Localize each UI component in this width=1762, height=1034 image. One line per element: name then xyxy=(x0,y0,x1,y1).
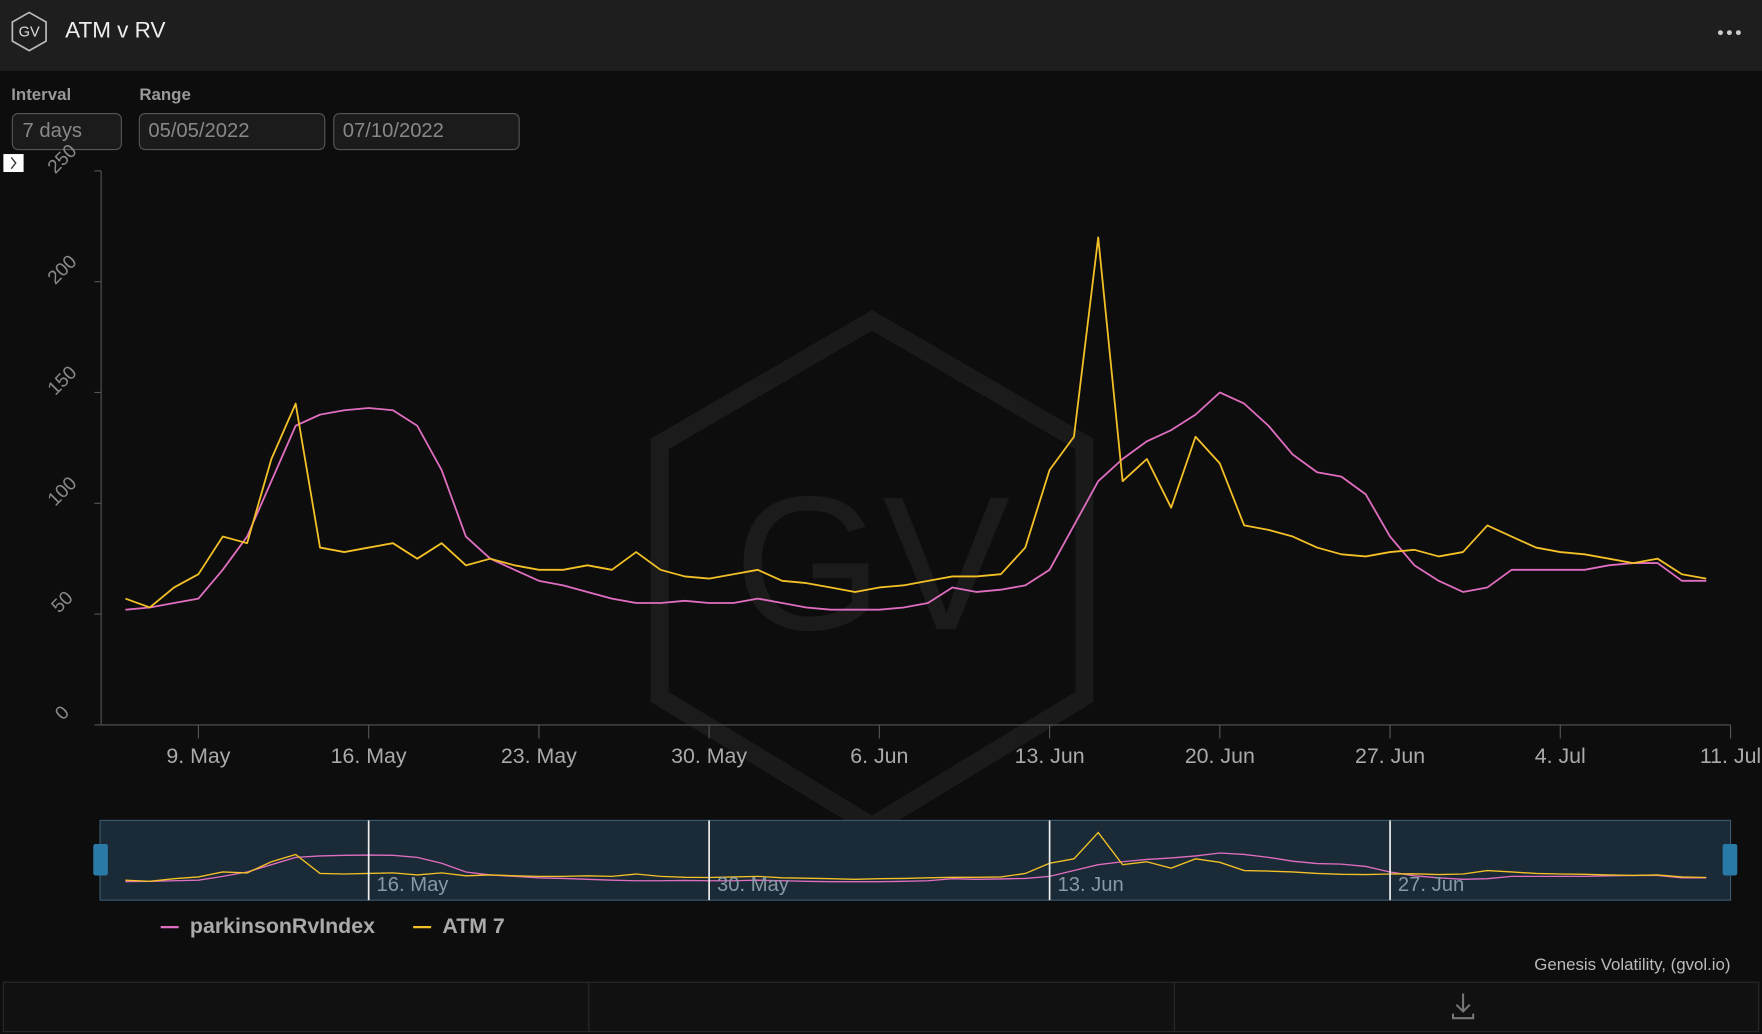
x-tick-label: 9. May xyxy=(166,744,230,768)
interval-value: 7 days xyxy=(22,120,82,142)
series-line xyxy=(125,236,1707,609)
footer-bar xyxy=(2,981,1760,1033)
range-start-input[interactable] xyxy=(138,113,326,151)
navigator-handle-right[interactable] xyxy=(1722,844,1738,876)
range-label: Range xyxy=(139,85,190,104)
navigator-tick-label: 27. Jun xyxy=(1398,874,1464,896)
legend-label: parkinsonRvIndex xyxy=(190,914,375,938)
credits: Genesis Volatility, (gvol.io) xyxy=(1534,955,1730,974)
x-tick-label: 30. May xyxy=(671,744,747,768)
expand-button[interactable] xyxy=(3,154,24,173)
series-line xyxy=(125,391,1707,611)
range-start: 05/05/2022 xyxy=(148,120,249,142)
legend-item[interactable]: ATM 7 xyxy=(413,914,505,938)
x-tick-label: 23. May xyxy=(501,744,577,768)
interval-label: Interval xyxy=(11,85,71,104)
x-tick-label: 20. Jun xyxy=(1185,744,1255,768)
navigator-tick-label: 16. May xyxy=(377,874,450,896)
x-tick-label: 13. Jun xyxy=(1015,744,1085,768)
svg-text:GV: GV xyxy=(734,457,1010,670)
menu-button[interactable] xyxy=(1717,30,1741,36)
navigator-tick-label: 13. Jun xyxy=(1057,874,1123,896)
logo xyxy=(11,11,47,52)
x-tick-label: 6. Jun xyxy=(850,744,908,768)
range-end-input[interactable] xyxy=(333,113,520,151)
navigator-line xyxy=(125,852,1707,883)
x-tick-label: 4. Jul xyxy=(1535,744,1586,768)
x-tick-label: 11. Jul xyxy=(1700,744,1761,768)
x-tick-label: 27. Jun xyxy=(1355,744,1425,768)
legend-item[interactable]: parkinsonRvIndex xyxy=(160,914,375,938)
logo-text: GV xyxy=(19,25,40,41)
legend-label: ATM 7 xyxy=(442,914,504,938)
range-end: 07/10/2022 xyxy=(343,120,444,142)
header-bar xyxy=(0,0,1762,71)
expand-icon xyxy=(10,156,17,170)
navigator-tick-label: 30. May xyxy=(717,874,790,896)
download-button[interactable] xyxy=(1451,993,1475,1020)
navigator-handle-left[interactable] xyxy=(93,844,108,876)
navigator[interactable] xyxy=(99,819,1732,901)
header-title: ATM v RV xyxy=(65,17,165,42)
x-tick-label: 16. May xyxy=(331,744,407,768)
interval-select[interactable] xyxy=(11,113,122,151)
navigator-line xyxy=(125,831,1707,882)
